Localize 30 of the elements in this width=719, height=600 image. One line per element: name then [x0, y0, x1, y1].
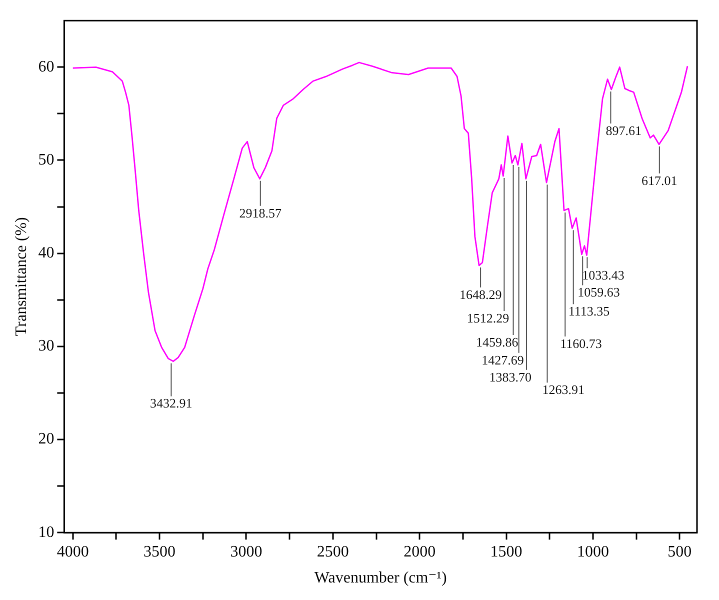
y-tick-label: 10: [38, 524, 54, 541]
x-axis-title: Wavenumber (cm⁻¹): [314, 570, 447, 587]
x-tick-label: 1000: [576, 543, 609, 560]
annotation: 1263.91: [542, 382, 584, 397]
x-tick-label: 4000: [56, 543, 89, 560]
x-tick-label: 500: [668, 543, 692, 560]
annotation: 1160.73: [560, 336, 602, 351]
annotation: 1033.43: [582, 268, 624, 283]
x-tick-label: 3500: [144, 543, 176, 560]
y-axis-title: Transmittance (%): [12, 217, 30, 336]
y-tick-label: 50: [38, 151, 54, 168]
annotation: 1512.29: [466, 310, 510, 326]
y-tick-label: 30: [38, 338, 54, 355]
y-tick-label: 20: [38, 430, 54, 448]
annotation: 1383.70: [489, 369, 532, 384]
annotation: 1427.69: [482, 352, 524, 368]
x-tick-label: 1500: [490, 543, 522, 560]
annotation: 897.61: [606, 122, 642, 138]
annotation: 1113.35: [568, 304, 610, 319]
annotation: 3432.91: [150, 396, 192, 411]
x-tick-label: 3000: [230, 543, 262, 560]
annotation: 2918.57: [239, 205, 282, 220]
annotation: 1059.63: [578, 284, 620, 300]
y-tick-label: 40: [38, 244, 54, 262]
x-tick-label: 2000: [404, 543, 436, 560]
annotation: 617.01: [642, 172, 678, 188]
x-tick-label: 2500: [316, 543, 349, 560]
annotation: 1648.29: [459, 286, 502, 302]
annotation: 1459.86: [476, 334, 519, 350]
y-tick-label: 60: [38, 58, 54, 76]
